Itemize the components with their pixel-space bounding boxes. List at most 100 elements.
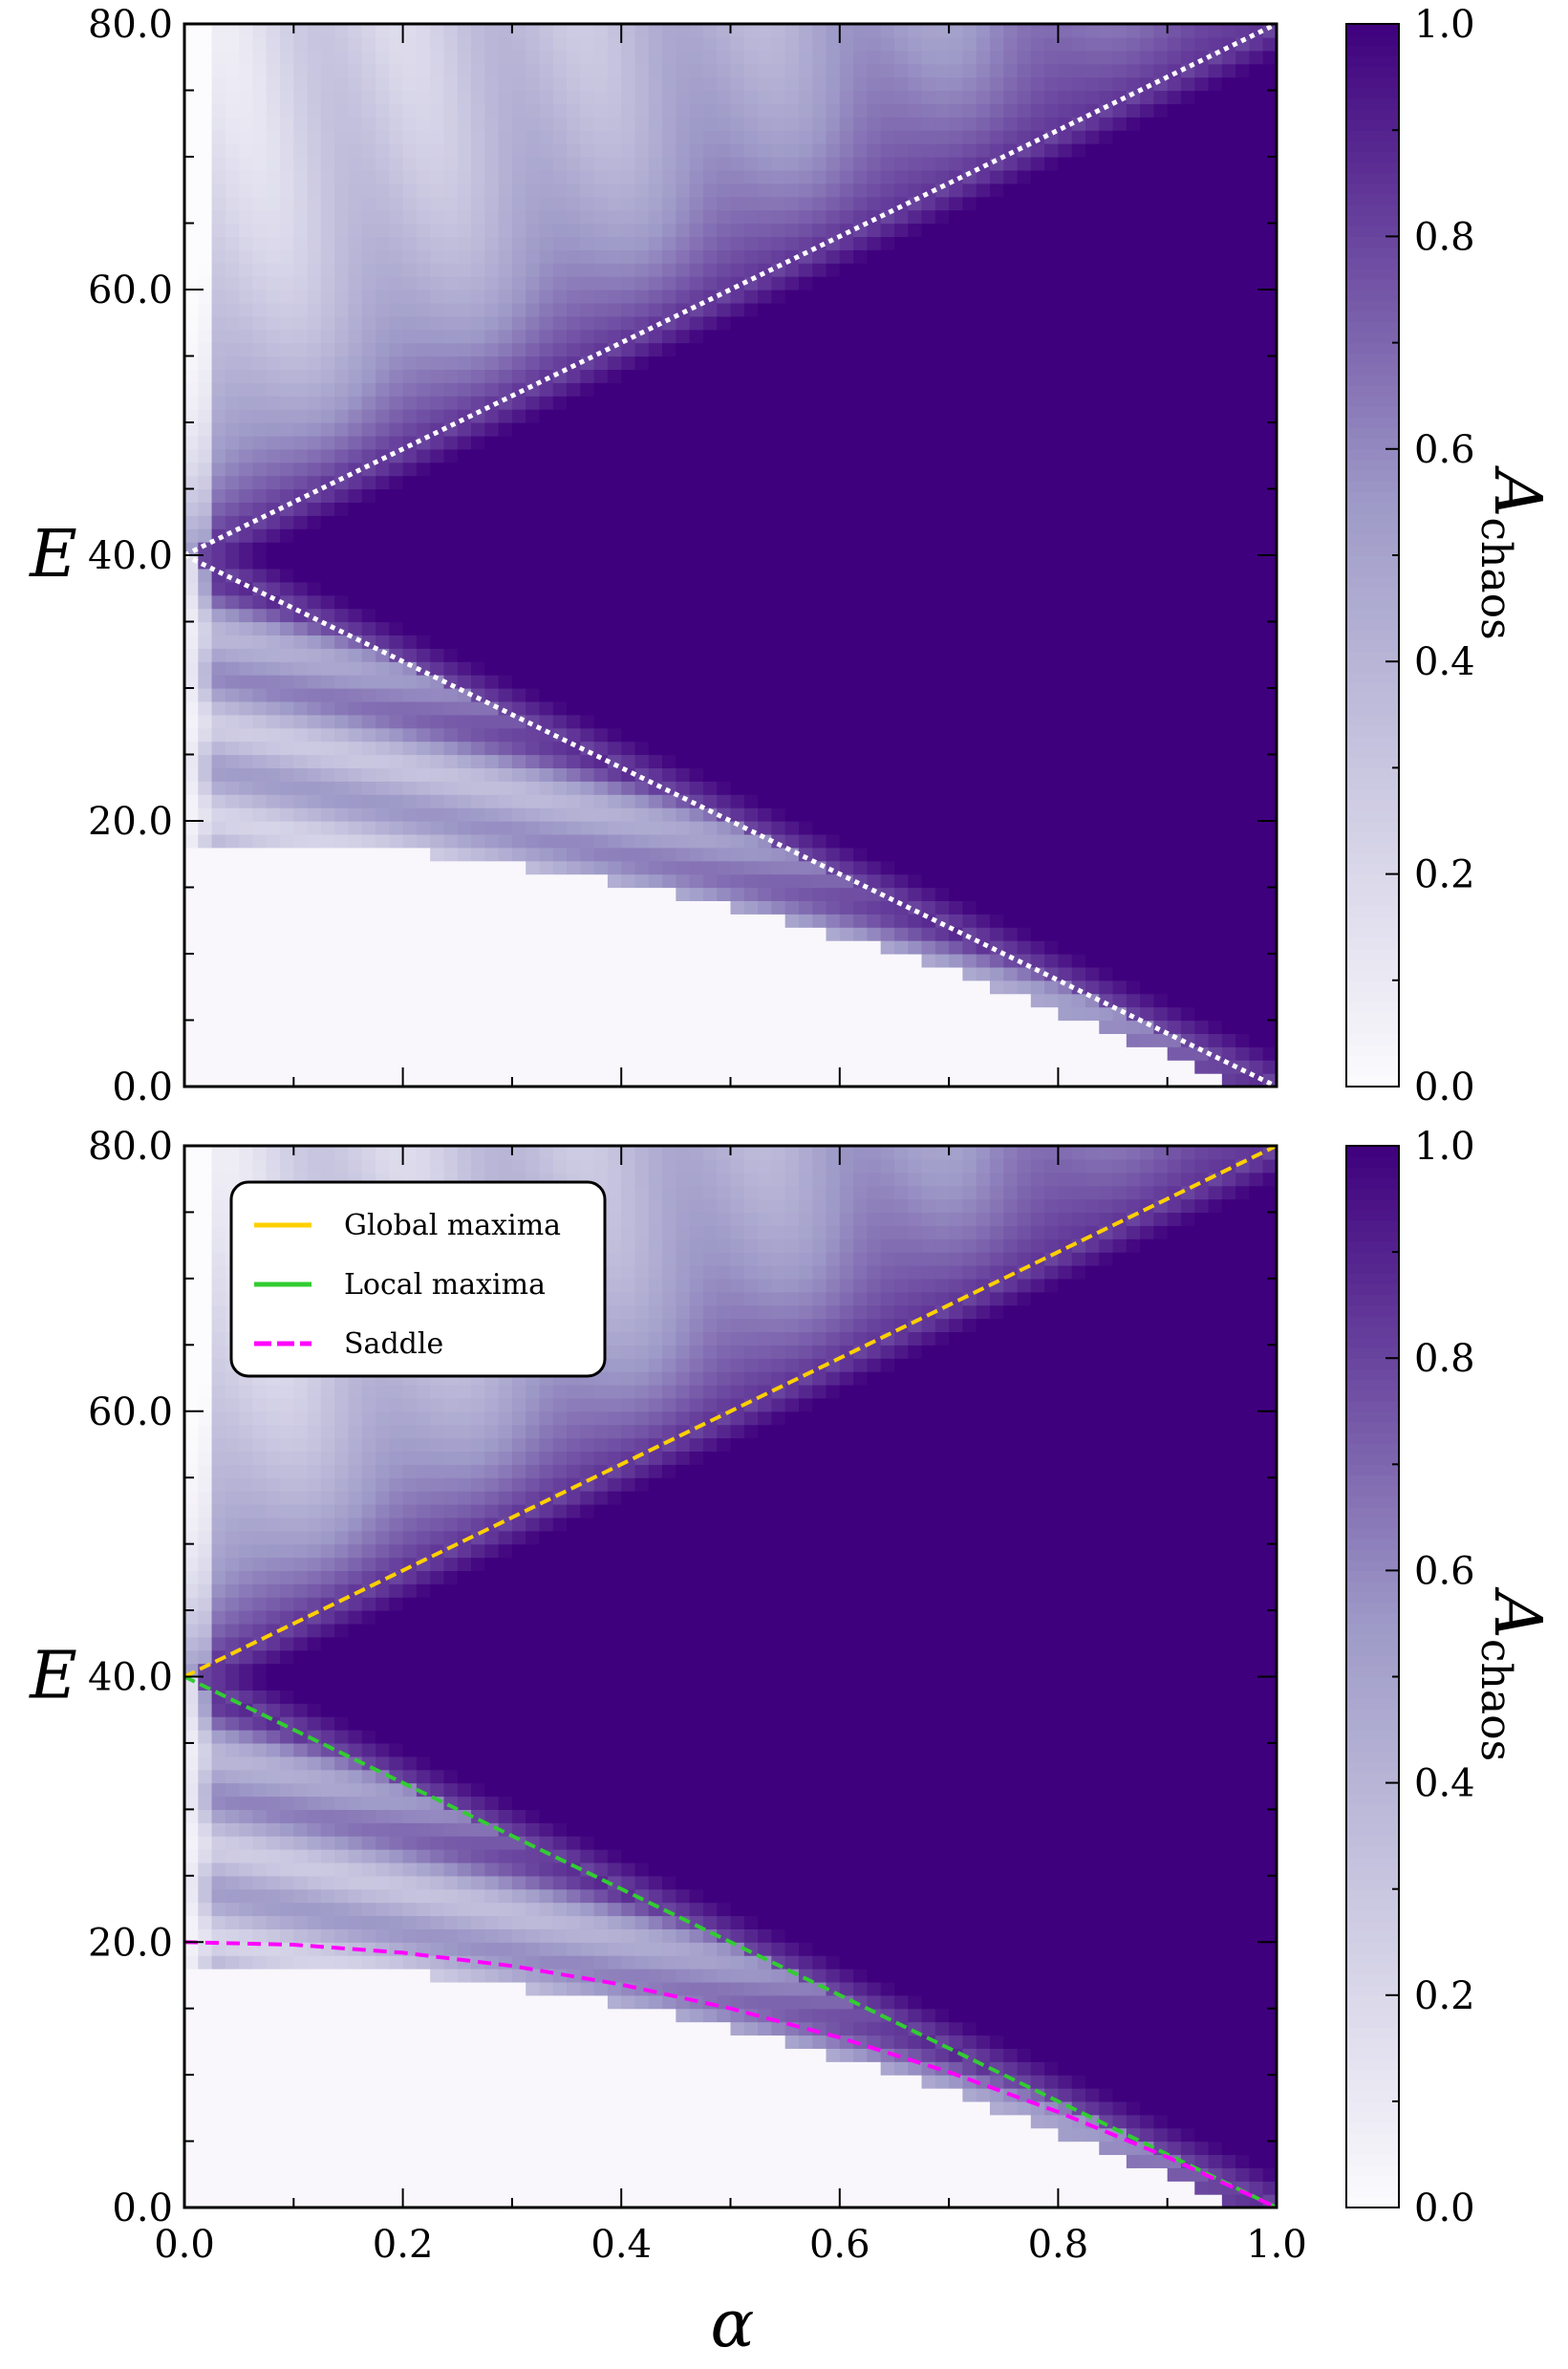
heatmap-cell: [252, 808, 268, 822]
heatmap-cell: [471, 63, 485, 78]
heatmap-cell: [1003, 382, 1019, 397]
heatmap-cell: [539, 143, 554, 158]
heatmap-cell: [771, 396, 786, 410]
heatmap-cell: [198, 342, 213, 357]
heatmap-cell: [293, 422, 309, 437]
heatmap-cell: [293, 700, 309, 716]
heatmap-cell: [908, 396, 923, 410]
heatmap-cell: [252, 700, 268, 716]
heatmap-cell: [320, 568, 335, 583]
heatmap-cell: [198, 157, 213, 171]
heatmap-cell: [361, 727, 376, 743]
heatmap-cell: [826, 661, 841, 676]
heatmap-cell: [607, 1020, 622, 1034]
heatmap-cell: [416, 209, 431, 225]
heatmap-cell: [484, 435, 500, 450]
heatmap-cell: [280, 249, 294, 264]
heatmap-cell: [989, 435, 1004, 450]
heatmap-cell: [839, 24, 854, 38]
heatmap-cell: [689, 355, 704, 370]
heatmap-cell: [334, 1060, 350, 1074]
heatmap-cell: [648, 236, 663, 250]
heatmap-cell: [239, 502, 254, 516]
heatmap-cell: [334, 502, 350, 516]
heatmap-cell: [743, 76, 759, 92]
heatmap-cell: [771, 76, 786, 92]
heatmap-cell: [676, 581, 691, 596]
heatmap-cell: [908, 555, 923, 570]
heatmap-cell: [457, 196, 472, 211]
heatmap-cell: [511, 249, 526, 264]
heatmap-cell: [771, 223, 786, 237]
heatmap-cell: [471, 794, 485, 808]
heatmap-cell: [676, 462, 691, 477]
heatmap-cell: [771, 993, 786, 1008]
heatmap-cell: [266, 754, 281, 768]
heatmap-cell: [511, 873, 526, 889]
heatmap-cell: [976, 290, 991, 304]
heatmap-cell: [949, 873, 963, 889]
heatmap-cell: [798, 594, 813, 610]
heatmap-cell: [689, 808, 704, 822]
heatmap-cell: [348, 117, 363, 131]
heatmap-cell: [484, 675, 500, 689]
heatmap-cell: [430, 290, 445, 304]
heatmap-cell: [826, 1020, 841, 1034]
heatmap-cell: [853, 302, 868, 317]
heatmap-cell: [511, 117, 526, 131]
heatmap-cell: [989, 781, 1004, 795]
heatmap-cell: [389, 157, 404, 171]
heatmap-cell: [934, 648, 950, 662]
heatmap-cell: [784, 183, 800, 198]
heatmap-cell: [730, 581, 745, 596]
heatmap-cell: [1030, 794, 1045, 808]
heatmap-cell: [826, 1006, 841, 1022]
heatmap-cell: [1003, 900, 1019, 915]
heatmap-cell: [293, 36, 309, 52]
heatmap-cell: [252, 249, 268, 264]
heatmap-cell: [934, 196, 950, 211]
heatmap-cell: [416, 993, 431, 1008]
heatmap-cell: [266, 1020, 281, 1034]
heatmap-cell: [702, 635, 718, 649]
heatmap-cell: [389, 1020, 404, 1034]
heatmap-cell: [593, 821, 609, 835]
heatmap-cell: [648, 290, 663, 304]
heatmap-cell: [1003, 940, 1019, 955]
heatmap-cell: [662, 675, 677, 689]
heatmap-cell: [266, 914, 281, 928]
heatmap-cell: [689, 821, 704, 835]
heatmap-cell: [266, 1046, 281, 1061]
heatmap-cell: [1017, 1006, 1032, 1022]
heatmap-cell: [334, 781, 350, 795]
heatmap-cell: [280, 223, 294, 237]
heatmap-cell: [389, 302, 404, 317]
heatmap-cell: [389, 355, 404, 370]
heatmap-cell: [921, 409, 936, 423]
heatmap-cell: [839, 993, 854, 1008]
heatmap-cell: [662, 1020, 677, 1034]
heatmap-cell: [293, 382, 309, 397]
heatmap-cell: [348, 196, 363, 211]
heatmap-cell: [771, 157, 786, 171]
heatmap-cell: [593, 276, 609, 291]
heatmap-cell: [361, 143, 376, 158]
heatmap-cell: [908, 594, 923, 610]
heatmap-cell: [730, 873, 745, 889]
heatmap-cell: [730, 342, 745, 357]
heatmap-cell: [949, 1020, 963, 1034]
heatmap-cell: [798, 808, 813, 822]
heatmap-cell: [389, 263, 404, 277]
heatmap-cell: [252, 502, 268, 516]
heatmap-cell: [880, 860, 895, 875]
heatmap-cell: [361, 754, 376, 768]
heatmap-cell: [812, 103, 827, 118]
heatmap-cell: [334, 966, 350, 981]
heatmap-cell: [498, 382, 513, 397]
heatmap-cell: [580, 914, 595, 928]
heatmap-cell: [239, 290, 254, 304]
heatmap-cell: [880, 700, 895, 716]
heatmap-cell: [552, 1046, 568, 1061]
heatmap-cell: [867, 329, 882, 344]
heatmap-cell: [893, 581, 909, 596]
